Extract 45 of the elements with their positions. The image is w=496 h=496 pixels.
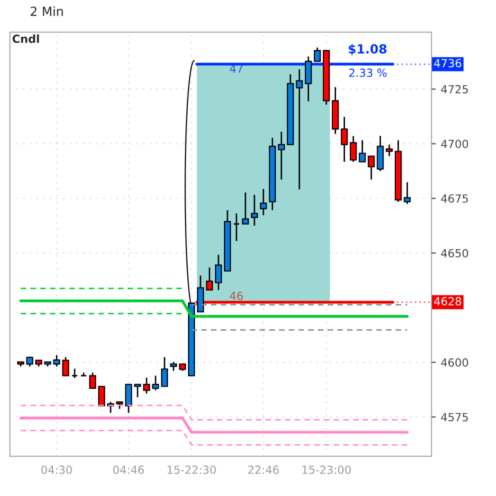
candlestick [242,192,249,225]
ref-line-label: 4736 [434,58,462,68]
candlestick [296,68,303,190]
candlestick [358,140,366,163]
x-tick-label: 15-22:30 [168,466,216,474]
candlestick [350,135,357,163]
candlestick [26,356,34,368]
y-tick-label: 4575 [441,413,468,422]
candlestick [53,354,60,368]
y-tick-label: 4600 [441,358,468,367]
x-tick-label: 15-23:00 [302,466,351,474]
ref-line-label: 4628 [434,297,462,306]
y-tick-label: 4700 [441,140,468,148]
candlestick [304,56,312,102]
candlestick [89,372,96,390]
candlestick [260,188,267,216]
candlestick [206,266,213,291]
annotation: Cndl [12,34,39,43]
candlestick [250,194,258,226]
candlestick [152,374,160,391]
candlestick [376,135,384,172]
x-tick-label: 04:46 [113,466,144,474]
candlestick [314,46,321,62]
annotation: 2.33 % [349,68,387,77]
candlestick [134,384,142,398]
candlestick [62,356,70,376]
x-tick-label: 04:30 [41,466,72,474]
annotation: $1.08 [348,44,386,56]
annotation: 46 [230,292,243,300]
candlestick [71,368,78,379]
candlestick [386,144,393,157]
y-tick-label: 4675 [441,194,468,203]
y-tick-label: 4650 [441,249,468,258]
chart-title: 2 Min [30,6,63,16]
x-tick-label: 22:46 [248,466,279,474]
candlestick [98,386,106,406]
candlestick [340,116,348,163]
candlestick [404,182,411,205]
y-tick-label: 4725 [441,85,468,94]
candlestick [161,356,168,388]
candlestick [278,131,285,180]
candlestick [368,155,375,180]
candlestick [125,384,132,414]
candlestick [143,376,150,394]
candlestick [214,254,222,291]
